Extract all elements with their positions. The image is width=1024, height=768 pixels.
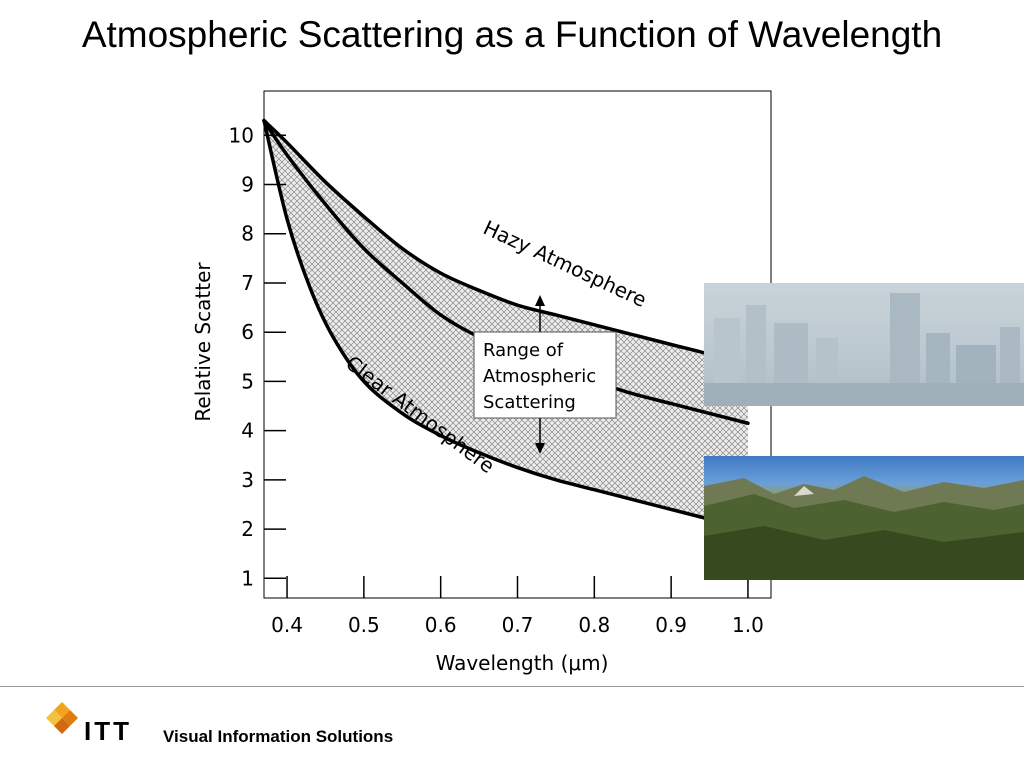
y-axis-ticks: 1 2 3 4 5 6 7 8 9 10 — [229, 123, 286, 590]
slide-title: Atmospheric Scattering as a Function of … — [81, 14, 943, 55]
x-axis-ticks: 0.4 0.5 0.6 0.7 0.8 0.9 1.0 — [271, 576, 764, 637]
y-tick-label: 5 — [241, 369, 254, 393]
x-tick-label: 0.8 — [578, 613, 610, 637]
range-label-line-1: Range of — [483, 340, 564, 361]
itt-logo-icon — [46, 702, 78, 734]
y-tick-label: 4 — [241, 419, 254, 443]
x-tick-label: 0.7 — [502, 613, 534, 637]
y-tick-label: 8 — [241, 222, 254, 246]
hazy-atmosphere-label: Hazy Atmosphere — [480, 215, 651, 312]
y-tick-label: 1 — [241, 566, 254, 590]
x-tick-label: 0.9 — [655, 613, 687, 637]
y-tick-label: 6 — [241, 320, 254, 344]
footer-divider — [0, 686, 1024, 687]
y-tick-label: 10 — [229, 123, 254, 147]
x-tick-label: 1.0 — [732, 613, 764, 637]
y-tick-label: 9 — [241, 173, 254, 197]
company-tagline: Visual Information Solutions — [163, 727, 394, 746]
hazy-city-photo — [704, 283, 1024, 406]
itt-logo-text: ITT — [84, 716, 132, 746]
hazy-atmosphere-line — [262, 118, 750, 369]
range-box — [473, 331, 617, 419]
y-tick-label: 2 — [241, 517, 254, 541]
x-tick-label: 0.4 — [271, 613, 303, 637]
x-axis-label: Wavelength (μm) — [436, 651, 609, 675]
x-tick-label: 0.5 — [348, 613, 380, 637]
y-tick-label: 3 — [241, 468, 254, 492]
y-tick-label: 7 — [241, 271, 254, 295]
range-label-line-3: Scattering — [483, 392, 576, 413]
y-axis-label: Relative Scatter — [191, 262, 215, 422]
clear-atmosphere-line — [262, 118, 750, 531]
x-tick-label: 0.6 — [425, 613, 457, 637]
clear-mountain-photo — [704, 456, 1024, 580]
range-label-line-2: Atmospheric — [483, 366, 596, 387]
scattering-chart: 1 2 3 4 5 6 7 8 9 10 0.4 0.5 0.6 0.7 0.8 0.9 1.0 Relati… — [191, 90, 772, 675]
scattering-range-shade — [264, 120, 748, 530]
